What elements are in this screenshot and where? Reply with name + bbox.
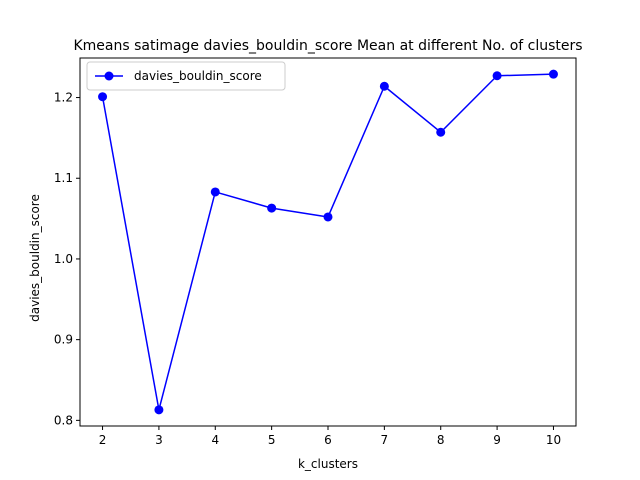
data-point xyxy=(436,127,446,137)
y-tick-label: 1.2 xyxy=(54,91,73,105)
y-tick-label: 0.9 xyxy=(54,333,73,347)
y-axis-ticks: 0.8 0.9 1.0 1.1 1.2 xyxy=(54,91,80,427)
data-point xyxy=(210,187,220,197)
legend-label: davies_bouldin_score xyxy=(134,69,262,83)
data-point xyxy=(323,212,333,222)
data-point xyxy=(379,81,389,91)
plot-area xyxy=(98,69,558,415)
x-tick-label: 8 xyxy=(437,433,445,447)
data-point xyxy=(267,203,277,213)
data-point xyxy=(98,92,108,102)
x-tick-label: 2 xyxy=(99,433,107,447)
y-tick-label: 0.8 xyxy=(54,413,73,427)
chart-title: Kmeans satimage davies_bouldin_score Mea… xyxy=(73,38,582,54)
data-point xyxy=(548,69,558,79)
y-axis-label: davies_bouldin_score xyxy=(28,194,42,322)
x-tick-label: 3 xyxy=(155,433,163,447)
y-tick-label: 1.1 xyxy=(54,171,73,185)
legend: davies_bouldin_score xyxy=(86,61,286,91)
x-tick-label: 9 xyxy=(493,433,501,447)
legend-marker-swatch xyxy=(104,71,114,81)
x-tick-label: 10 xyxy=(546,433,561,447)
x-tick-label: 6 xyxy=(324,433,332,447)
x-tick-label: 7 xyxy=(381,433,389,447)
data-point xyxy=(492,71,502,81)
x-tick-label: 5 xyxy=(268,433,276,447)
x-tick-label: 4 xyxy=(211,433,219,447)
legend-box xyxy=(86,61,286,91)
x-axis-ticks: 2 3 4 5 6 7 8 9 10 xyxy=(99,426,561,447)
x-axis-label: k_clusters xyxy=(298,457,358,471)
y-tick-label: 1.0 xyxy=(54,252,73,266)
data-point xyxy=(154,405,164,415)
